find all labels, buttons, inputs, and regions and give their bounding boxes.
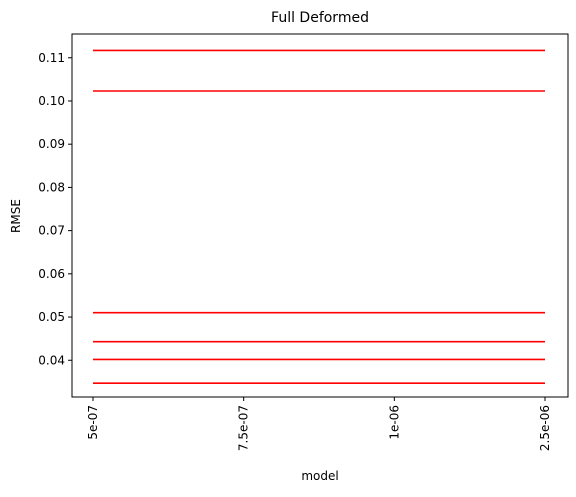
x-axis: 5e-07 7.5e-07 1e-06 2.5e-06 xyxy=(86,397,552,451)
y-tick-label: 0.05 xyxy=(38,310,65,324)
y-tick-label: 0.11 xyxy=(38,51,65,65)
series-layer xyxy=(93,49,545,385)
x-tick-label: 1e-06 xyxy=(387,405,401,440)
x-tick-label: 7.5e-07 xyxy=(237,405,251,451)
plot-frame xyxy=(71,33,569,398)
x-tick-label: 2.5e-06 xyxy=(538,405,552,451)
x-axis-label: model xyxy=(301,469,338,483)
y-tick-label: 0.07 xyxy=(38,224,65,238)
y-tick-label: 0.08 xyxy=(38,180,65,194)
y-tick-label: 0.10 xyxy=(38,94,65,108)
y-axis-label: RMSE xyxy=(9,199,23,233)
y-tick-label: 0.06 xyxy=(38,267,65,281)
y-tick-label: 0.04 xyxy=(38,353,65,367)
x-tick-label: 5e-07 xyxy=(86,405,100,440)
y-axis: 0.04 0.05 0.06 0.07 0.08 0.09 0.10 0.11 xyxy=(38,51,72,367)
y-tick-label: 0.09 xyxy=(38,137,65,151)
chart-title: Full Deformed xyxy=(271,10,369,26)
